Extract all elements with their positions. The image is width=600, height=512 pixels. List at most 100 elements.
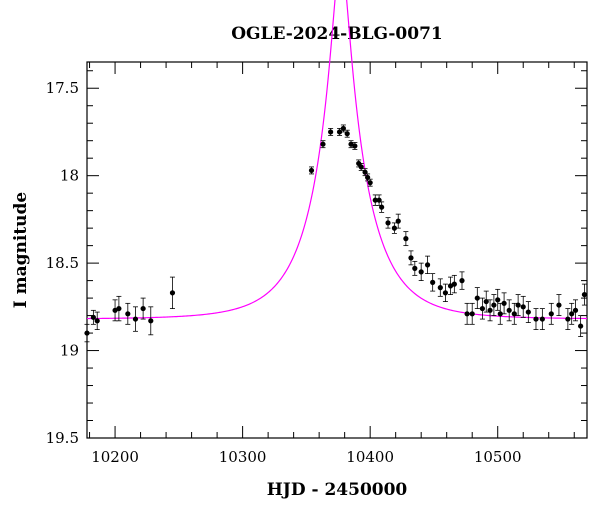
axis-ticks — [87, 62, 587, 439]
data-point — [391, 222, 397, 234]
chart-title: OGLE-2024-BLG-0071 — [231, 24, 443, 44]
data-point-marker — [90, 314, 96, 320]
data-point-marker — [132, 316, 139, 322]
data-point — [487, 299, 493, 322]
data-point-marker — [362, 169, 368, 175]
data-point — [479, 297, 486, 320]
x-axis-label: HJD - 2450000 — [267, 480, 408, 500]
plot-frame — [86, 61, 588, 439]
data-point — [90, 309, 96, 325]
data-point — [372, 194, 378, 206]
data-point-marker — [116, 305, 122, 312]
data-point — [403, 231, 409, 247]
data-point-marker — [376, 197, 382, 203]
data-point-marker — [125, 311, 131, 317]
data-points — [84, 124, 588, 343]
plot-border — [86, 61, 588, 439]
data-point-marker — [352, 143, 358, 149]
data-point — [464, 302, 470, 325]
data-point-marker — [569, 311, 575, 317]
data-point-marker — [340, 125, 346, 132]
data-point-marker — [379, 204, 385, 210]
data-point — [169, 276, 176, 309]
data-point — [94, 311, 100, 330]
data-point-marker — [403, 236, 409, 242]
data-point-marker — [148, 318, 154, 324]
data-point — [469, 302, 475, 325]
data-point-marker — [533, 316, 539, 322]
data-point — [148, 306, 154, 336]
data-point-marker — [372, 197, 378, 203]
data-point — [578, 315, 584, 337]
data-point-marker — [581, 291, 588, 298]
data-point — [569, 302, 575, 325]
data-point — [515, 294, 521, 316]
data-point — [385, 217, 391, 229]
data-point — [395, 213, 401, 229]
data-point-marker — [408, 255, 414, 261]
data-point-marker — [501, 300, 507, 306]
data-point — [84, 323, 90, 343]
model-curve — [86, 0, 588, 320]
data-point-marker — [511, 311, 517, 317]
data-point-marker — [469, 311, 475, 317]
data-point — [340, 124, 346, 133]
y-tick-label: 19.5 — [46, 429, 79, 447]
data-point-marker — [442, 290, 449, 296]
data-point-marker — [418, 269, 424, 275]
data-point — [125, 302, 131, 325]
data-point-marker — [430, 279, 436, 285]
data-point — [308, 166, 315, 175]
data-point — [376, 194, 382, 206]
data-point — [483, 290, 489, 313]
data-point-marker — [451, 281, 457, 287]
data-point — [533, 308, 539, 330]
data-point-marker — [385, 220, 391, 226]
data-point — [412, 260, 418, 276]
data-point-marker — [344, 131, 350, 137]
data-point-marker — [556, 302, 562, 308]
data-point — [408, 250, 414, 266]
data-point-marker — [395, 218, 401, 224]
y-axis-label: I magnitude — [11, 192, 31, 309]
data-point — [344, 129, 350, 138]
data-point-marker — [539, 316, 545, 322]
data-point — [430, 273, 436, 292]
y-tick-label: 17.5 — [46, 79, 79, 97]
data-point-marker — [474, 295, 480, 301]
data-point-marker — [437, 285, 443, 291]
data-point — [474, 287, 480, 309]
data-point-marker — [515, 302, 521, 308]
data-point-marker — [520, 304, 526, 310]
x-tick-label: 10400 — [346, 448, 394, 466]
data-point-marker — [328, 129, 334, 135]
data-point — [491, 294, 497, 316]
data-point-marker — [308, 167, 315, 174]
data-point — [548, 302, 554, 325]
data-point-marker — [525, 309, 531, 315]
data-point — [437, 278, 443, 297]
data-point-marker — [412, 265, 418, 271]
data-point — [506, 299, 512, 322]
data-point-marker — [491, 302, 497, 308]
data-point — [367, 178, 373, 187]
data-point-marker — [487, 307, 493, 313]
x-tick-label: 10500 — [474, 448, 522, 466]
data-point-marker — [464, 311, 470, 317]
data-point — [565, 308, 571, 330]
y-tick-labels: 17.5 18 18.5 19 19.5 — [46, 79, 79, 447]
x-tick-label: 10300 — [219, 448, 267, 466]
data-point-marker — [459, 278, 465, 284]
data-point — [358, 163, 364, 171]
data-point-marker — [506, 307, 512, 313]
data-point-marker — [391, 225, 397, 231]
data-point — [520, 295, 526, 318]
data-point-marker — [565, 316, 571, 322]
data-point — [424, 255, 431, 275]
y-tick-label: 18 — [60, 167, 79, 185]
data-point-marker — [367, 180, 373, 186]
data-point-marker — [365, 174, 371, 181]
data-point-marker — [94, 318, 100, 324]
data-point-marker — [320, 141, 326, 147]
data-point — [116, 295, 122, 322]
